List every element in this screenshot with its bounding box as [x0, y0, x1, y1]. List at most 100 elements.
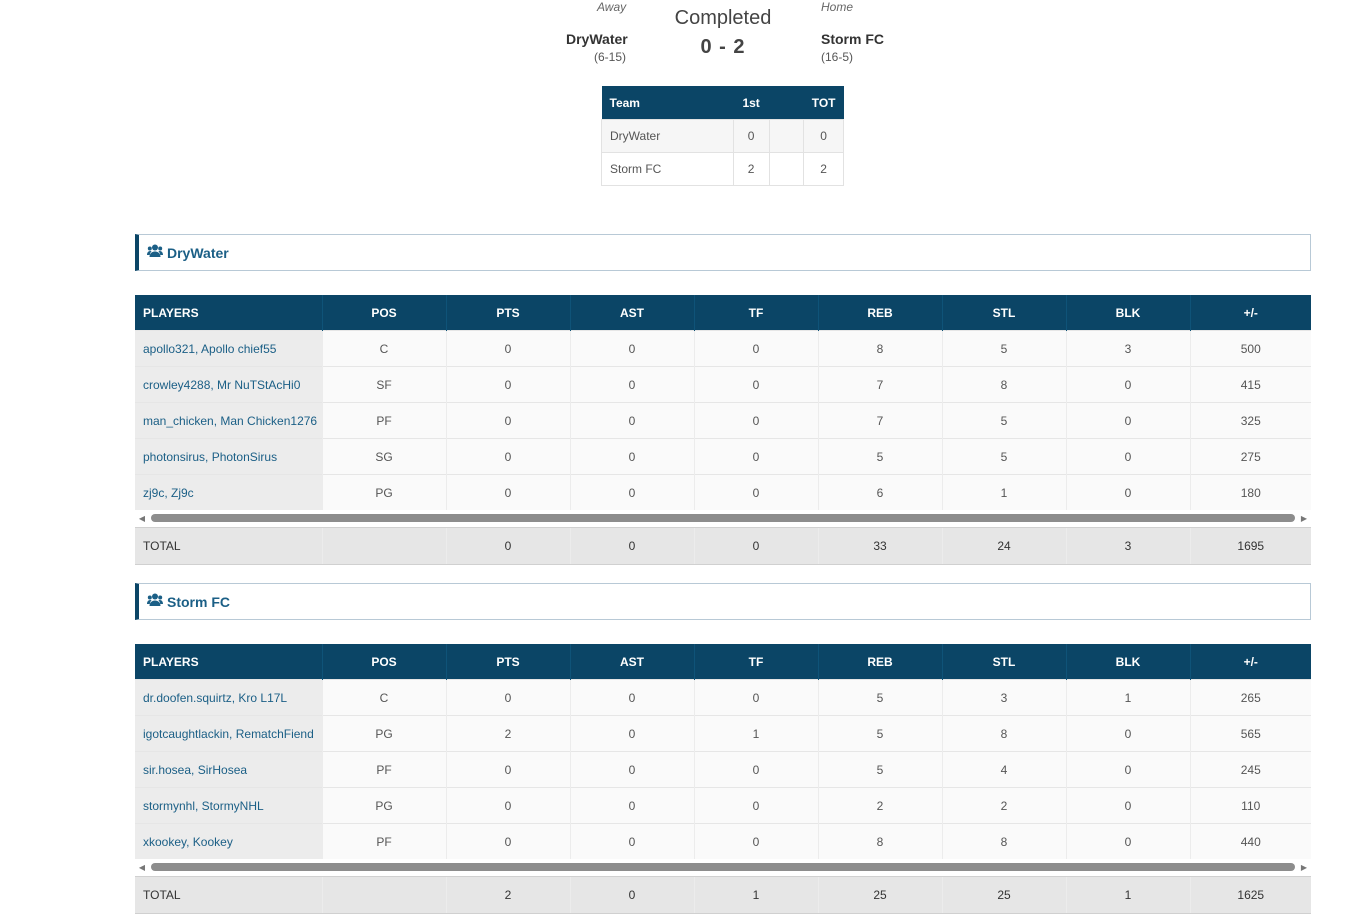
- player-name-link[interactable]: stormynhl, StormyNHL: [135, 787, 322, 824]
- stat-cell: 8: [817, 330, 942, 367]
- stat-cell: 0: [1065, 474, 1190, 510]
- column-header-plus-minus[interactable]: +/-: [1189, 644, 1311, 680]
- column-header-players[interactable]: PLAYERS: [135, 295, 322, 331]
- player-name-link[interactable]: apollo321, Apollo chief55: [135, 330, 322, 367]
- stat-cell: 0: [569, 751, 694, 788]
- stat-cell: 0: [445, 751, 570, 788]
- stat-cell: 0: [1065, 823, 1190, 859]
- total-cell: 0: [569, 527, 694, 565]
- home-team-name[interactable]: Storm FC: [821, 31, 884, 47]
- period-team: Storm FC: [601, 152, 734, 186]
- column-header-blk[interactable]: BLK: [1065, 644, 1190, 680]
- total-cell: 25: [817, 876, 942, 914]
- stat-cell: 0: [569, 366, 694, 403]
- stat-cell: 0: [693, 330, 818, 367]
- stat-cell: 0: [569, 402, 694, 439]
- scrollbar-thumb[interactable]: [151, 514, 1295, 522]
- column-header-ast[interactable]: AST: [569, 644, 694, 680]
- stat-cell: 110: [1189, 787, 1311, 824]
- stat-cell: 0: [693, 402, 818, 439]
- player-name-link[interactable]: photonsirus, PhotonSirus: [135, 438, 322, 475]
- stat-cell: 0: [693, 679, 818, 716]
- period-header-1st: 1st: [733, 86, 770, 120]
- column-header-reb[interactable]: REB: [817, 295, 942, 331]
- player-name-link[interactable]: zj9c, Zj9c: [135, 474, 322, 510]
- scroll-right-icon[interactable]: ▶: [1300, 862, 1308, 872]
- game-score: 0 - 2: [700, 36, 746, 58]
- stat-cell: 5: [817, 715, 942, 752]
- column-header-reb[interactable]: REB: [817, 644, 942, 680]
- stat-cell: PF: [321, 751, 446, 788]
- table-row: zj9c, Zj9c PG 0 0 0 6 1 0 180: [135, 474, 1311, 510]
- player-name-link[interactable]: man_chicken, Man Chicken1276: [135, 402, 322, 439]
- column-header-players[interactable]: PLAYERS: [135, 644, 322, 680]
- stat-cell: 2: [817, 787, 942, 824]
- away-label: Away: [597, 0, 627, 14]
- scrollbar-thumb[interactable]: [151, 863, 1295, 871]
- stat-cell: 0: [1065, 402, 1190, 439]
- column-header-ast[interactable]: AST: [569, 295, 694, 331]
- total-cell: 0: [693, 527, 818, 565]
- totals-row: TOTAL 2 0 1 25 25 1 1625: [135, 876, 1311, 914]
- column-header-tf[interactable]: TF: [693, 295, 818, 331]
- period-score-table: Team 1st TOT DryWater 0 0 Storm FC 2 2: [601, 86, 844, 186]
- stat-cell: 0: [569, 438, 694, 475]
- stat-cell: SF: [321, 366, 446, 403]
- scroll-right-icon[interactable]: ▶: [1300, 513, 1308, 523]
- player-name-link[interactable]: sir.hosea, SirHosea: [135, 751, 322, 788]
- horizontal-scrollbar[interactable]: ◀ ▶: [135, 512, 1311, 524]
- stat-cell: 0: [693, 438, 818, 475]
- stat-cell: PG: [321, 787, 446, 824]
- team-section-title[interactable]: DryWater: [167, 244, 229, 261]
- column-header-stl[interactable]: STL: [941, 644, 1066, 680]
- total-cell: [321, 876, 446, 914]
- stat-cell: 415: [1189, 366, 1311, 403]
- stat-cell: C: [321, 330, 446, 367]
- away-team-name[interactable]: DryWater: [566, 31, 628, 47]
- stat-cell: 0: [445, 474, 570, 510]
- stat-cell: 1: [1065, 679, 1190, 716]
- team-totals-table: TOTAL 2 0 1 25 25 1 1625: [135, 876, 1311, 914]
- table-row: stormynhl, StormyNHL PG 0 0 0 2 2 0 110: [135, 787, 1311, 824]
- player-name-link[interactable]: xkookey, Kookey: [135, 823, 322, 859]
- total-cell: 24: [941, 527, 1066, 565]
- stat-cell: 3: [941, 679, 1066, 716]
- stat-cell: PG: [321, 474, 446, 510]
- table-row: apollo321, Apollo chief55 C 0 0 0 8 5 3 500: [135, 330, 1311, 367]
- team-section-drywater: DryWater PLAYERS POS PTS AST TF REB STL BLK +/- ap…: [135, 234, 1311, 565]
- team-section-header: DryWater: [135, 234, 1311, 271]
- period-total: 0: [803, 119, 844, 153]
- total-cell: 33: [817, 527, 942, 565]
- player-name-link[interactable]: igotcaughtlackin, RematchFiend: [135, 715, 322, 752]
- period-header-blank: [769, 86, 804, 120]
- stat-cell: PF: [321, 402, 446, 439]
- scroll-left-icon[interactable]: ◀: [138, 862, 146, 872]
- total-cell: 1625: [1189, 876, 1311, 914]
- stat-cell: 8: [941, 823, 1066, 859]
- table-row: sir.hosea, SirHosea PF 0 0 0 5 4 0 245: [135, 751, 1311, 788]
- column-header-stl[interactable]: STL: [941, 295, 1066, 331]
- stat-cell: 5: [941, 330, 1066, 367]
- stat-cell: 0: [693, 787, 818, 824]
- player-name-link[interactable]: crowley4288, Mr NuTStAcHi0: [135, 366, 322, 403]
- column-header-pts[interactable]: PTS: [445, 295, 570, 331]
- stat-cell: 0: [445, 679, 570, 716]
- column-header-tf[interactable]: TF: [693, 644, 818, 680]
- team-section-title[interactable]: Storm FC: [167, 593, 230, 610]
- player-name-link[interactable]: dr.doofen.squirtz, Kro L17L: [135, 679, 322, 716]
- stat-cell: 1: [941, 474, 1066, 510]
- column-header-pos[interactable]: POS: [321, 295, 446, 331]
- column-header-plus-minus[interactable]: +/-: [1189, 295, 1311, 331]
- stat-cell: 0: [1065, 787, 1190, 824]
- stat-cell: 0: [445, 402, 570, 439]
- stat-cell: 0: [569, 823, 694, 859]
- column-header-blk[interactable]: BLK: [1065, 295, 1190, 331]
- away-team-record: (6-15): [594, 50, 627, 64]
- scroll-left-icon[interactable]: ◀: [138, 513, 146, 523]
- column-header-pos[interactable]: POS: [321, 644, 446, 680]
- stat-cell: 8: [941, 715, 1066, 752]
- table-row: dr.doofen.squirtz, Kro L17L C 0 0 0 5 3 1 265: [135, 679, 1311, 716]
- column-header-pts[interactable]: PTS: [445, 644, 570, 680]
- users-icon: [147, 593, 163, 611]
- horizontal-scrollbar[interactable]: ◀ ▶: [135, 861, 1311, 873]
